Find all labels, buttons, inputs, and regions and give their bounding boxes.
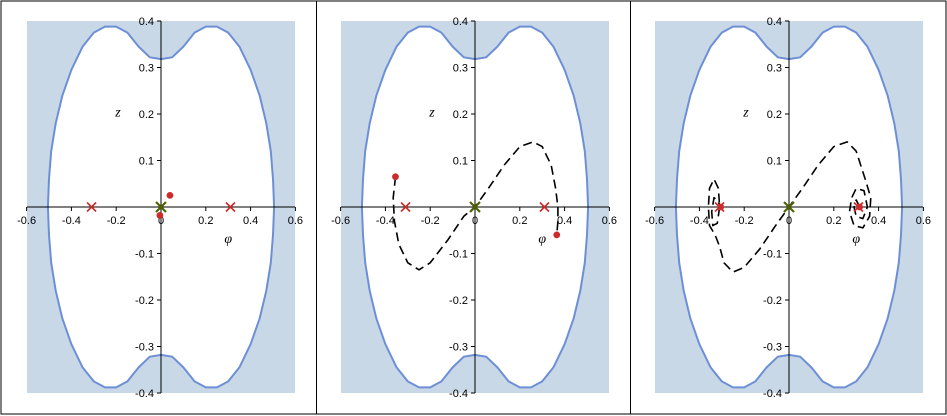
panel-3-x-tick-label: 0.4 xyxy=(871,215,886,227)
panel-3-y-tick-label: 0.2 xyxy=(767,109,782,121)
panel-1-y-tick-label: 0.2 xyxy=(139,109,154,121)
panel-2-point xyxy=(392,173,399,181)
panel-1-center-marker xyxy=(155,201,167,213)
panel-2-x-tick-label: 0 xyxy=(472,215,478,227)
panel-3-x-tick-label: -0.4 xyxy=(690,215,709,227)
panel-2-trajectory xyxy=(392,141,559,271)
panel-3-point xyxy=(717,203,725,211)
panel-2-center-marker xyxy=(469,201,481,213)
panel-3-y-tick-label: -0.2 xyxy=(763,295,782,307)
panel-2-x-tick-label: 0.2 xyxy=(512,215,527,227)
panel-3-center-marker xyxy=(783,201,795,213)
panel-2-cross-marker xyxy=(400,201,411,213)
panel-3-x-tick-label: 0 xyxy=(786,215,792,227)
panel-1-y-axis-title: z xyxy=(114,105,121,120)
panel-3-y-tick-label: 0.4 xyxy=(767,16,782,28)
panel-1-y-tick-label: 0.1 xyxy=(139,156,154,168)
panel-1-point xyxy=(166,191,174,199)
panel-3-y-tick-label: 0.1 xyxy=(767,156,782,168)
panel-2-x-tick-label: -0.4 xyxy=(376,215,395,227)
panel-1-x-tick-label: -0.6 xyxy=(17,215,36,227)
panel-3-x-tick-label: 0.6 xyxy=(916,215,931,227)
panel-1-y-tick-label: -0.2 xyxy=(135,295,154,307)
panel-2-cross-marker xyxy=(539,201,550,213)
panel-2-y-tick-label: -0.2 xyxy=(449,295,468,307)
panel-1-x-tick-label: -0.4 xyxy=(62,215,81,227)
panel-3-x-tick-label: -0.2 xyxy=(735,215,754,227)
panel-2-x-tick-label: 0.6 xyxy=(602,215,617,227)
panel-1-y-tick-label: 0.4 xyxy=(139,16,154,28)
panel-1-y-tick-label: -0.1 xyxy=(135,249,154,261)
panel-1-cross-marker xyxy=(86,201,97,213)
panel-3: -0.6 -0.4 -0.2 0 0.2 0.4 0.6 -0.4 -0.3 -0.2 -0.1 0.… xyxy=(645,16,931,400)
panel-2-y-tick-label: -0.1 xyxy=(449,249,468,261)
panel-2-x-tick-label: 0.4 xyxy=(557,215,572,227)
panel-1-x-axis-title: φ xyxy=(224,232,232,247)
panel-2-y-tick-label: 0.2 xyxy=(453,109,468,121)
panel-2-y-axis-title: z xyxy=(428,105,435,120)
panel-3-y-tick-label: -0.3 xyxy=(763,342,782,354)
panel-1-y-tick-label: 0.3 xyxy=(139,63,154,75)
panel-3-y-axis-title: z xyxy=(742,105,749,120)
panel-1-y-tick-label: -0.3 xyxy=(135,342,154,354)
panel-3-y-tick-label: 0.3 xyxy=(767,63,782,75)
panel-1-point xyxy=(156,211,164,219)
panel-2-x-tick-label: -0.6 xyxy=(331,215,350,227)
panel-2-y-tick-label: -0.4 xyxy=(449,388,468,400)
panel-3-y-tick-label: -0.4 xyxy=(763,388,782,400)
panel-1: -0.6 -0.4 -0.2 0 0.2 0.4 0.6 -0.4 -0.3 -0.2 -0.1 0.… xyxy=(17,16,303,400)
panel-1-cross-marker xyxy=(225,201,236,213)
panel-2-y-tick-label: -0.3 xyxy=(449,342,468,354)
panel-2-point xyxy=(553,231,561,239)
panel-1-x-tick-label: 0.2 xyxy=(198,215,213,227)
panel-2-x-axis-title: φ xyxy=(538,232,546,247)
panel-2-x-tick-label: -0.2 xyxy=(421,215,440,227)
panel-1-y-tick-label: -0.4 xyxy=(135,388,154,400)
panel-2: -0.6 -0.4 -0.2 0 0.2 0.4 0.6 -0.4 -0.3 -0.2 -0.1 0.… xyxy=(331,16,617,400)
panel-3-x-tick-label: 0.2 xyxy=(826,215,841,227)
panel-1-x-tick-label: 0 xyxy=(158,215,164,227)
panel-3-x-tick-label: -0.6 xyxy=(645,215,664,227)
panel-2-y-tick-label: 0.4 xyxy=(453,16,468,28)
panel-1-x-tick-label: 0.4 xyxy=(243,215,258,227)
panel-3-point xyxy=(856,203,863,211)
panel-3-trajectory xyxy=(707,141,872,273)
panel-3-y-tick-label: -0.1 xyxy=(763,249,782,261)
panel-3-x-axis-title: φ xyxy=(852,232,860,247)
panel-2-y-tick-label: 0.3 xyxy=(453,63,468,75)
panel-1-x-tick-label: 0.6 xyxy=(288,215,303,227)
panel-1-x-tick-label: -0.2 xyxy=(107,215,126,227)
panel-2-y-tick-label: 0.1 xyxy=(453,156,468,168)
